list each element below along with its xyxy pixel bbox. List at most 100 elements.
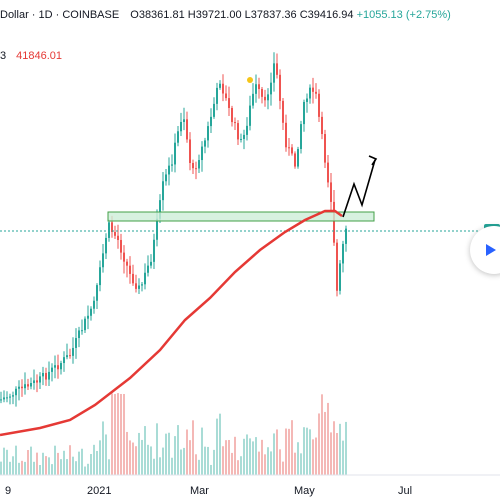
symbol-title[interactable]: Dollar · 1D · COINBASE (0, 9, 120, 21)
volume-bar (165, 433, 167, 475)
volume-bar (174, 436, 176, 475)
candle-body (60, 363, 62, 370)
volume-bar (231, 452, 233, 475)
volume-bar (0, 461, 2, 475)
volume-bar (207, 446, 209, 475)
candle-body (330, 182, 332, 202)
candle-body (297, 148, 299, 167)
volume-bar (120, 393, 122, 475)
candle-body (84, 318, 86, 331)
candle-body (147, 265, 149, 273)
ma-value: 41846.01 (16, 50, 63, 62)
volume-bar (237, 460, 239, 475)
candle-body (315, 91, 317, 94)
candle-body (321, 116, 323, 135)
volume-bar (6, 449, 8, 475)
candle-body (39, 376, 41, 383)
candle-body (300, 124, 302, 149)
volume-bar (294, 452, 296, 475)
event-marker-dot[interactable] (247, 77, 253, 83)
volume-bar (297, 442, 299, 475)
candle-body (264, 96, 266, 101)
volume-bar (96, 450, 98, 475)
volume-bar (90, 454, 92, 475)
candle-body (48, 371, 50, 380)
volume-bar (342, 440, 344, 475)
candle-body (207, 126, 209, 141)
volume-bar (282, 461, 284, 475)
support-zone[interactable] (107, 211, 375, 222)
candle-body (15, 388, 17, 396)
open-value: O38361.81 (130, 9, 185, 21)
volume-bar (219, 413, 221, 475)
candle-body (27, 384, 29, 387)
candle-body (276, 63, 278, 75)
volume-bar (54, 445, 56, 475)
candle-body (132, 273, 134, 284)
volume-bar (222, 446, 224, 475)
close-value: C39416.94 (299, 9, 354, 21)
volume-bars (0, 393, 347, 475)
candle-body (54, 365, 56, 368)
volume-bar (93, 444, 95, 475)
candle-body (345, 228, 347, 244)
volume-bar (258, 451, 260, 475)
candle-body (198, 160, 200, 169)
volume-bar (33, 461, 35, 475)
ma-label[interactable]: 3 (0, 50, 7, 62)
volume-bar (246, 434, 248, 475)
candle-body (168, 165, 170, 175)
candle-body (72, 347, 74, 356)
candle-body (108, 222, 110, 238)
candle-body (309, 87, 311, 99)
candle-body (177, 131, 179, 143)
volume-bar (111, 393, 113, 475)
volume-bar (168, 432, 170, 475)
candle-body (66, 355, 68, 358)
volume-bar (108, 459, 110, 475)
volume-bar (30, 446, 32, 475)
candle-body (273, 63, 275, 83)
candle-body (90, 308, 92, 316)
candle-body (81, 330, 83, 332)
candle-body (114, 232, 116, 236)
volume-bar (234, 436, 236, 475)
volume-bar (48, 457, 50, 475)
candle-body (246, 125, 248, 135)
volume-bar (135, 446, 137, 475)
volume-bar (189, 440, 191, 475)
volume-bar (99, 440, 101, 475)
volume-bar (102, 421, 104, 475)
candle-body (234, 122, 236, 124)
volume-bar (318, 413, 320, 475)
candle-body (63, 357, 65, 364)
moving-average-line (0, 209, 343, 437)
volume-bar (249, 438, 251, 475)
volume-bar (195, 454, 197, 475)
candle-body (270, 82, 272, 95)
volume-bar (57, 452, 59, 475)
change-value: +1055.13 (+2.75%) (356, 9, 451, 21)
volume-bar (345, 421, 347, 475)
candle-body (312, 87, 314, 92)
candle-body (171, 164, 173, 166)
volume-bar (240, 456, 242, 475)
candle-body (69, 355, 71, 357)
candle-body (141, 284, 143, 286)
volume-bar (336, 432, 338, 475)
candle-body (159, 200, 161, 219)
volume-bar (201, 427, 203, 475)
projection-arrow[interactable] (342, 159, 376, 218)
volume-bar (66, 459, 68, 475)
candle-body (186, 119, 188, 140)
candle-body (78, 330, 80, 339)
candle-body (237, 123, 239, 140)
candle-body (240, 138, 242, 140)
volume-bar (339, 423, 341, 475)
candle-body (255, 84, 257, 94)
volume-bar (117, 393, 119, 475)
candle-body (18, 386, 20, 389)
volume-bar (18, 462, 20, 475)
volume-bar (129, 440, 131, 475)
